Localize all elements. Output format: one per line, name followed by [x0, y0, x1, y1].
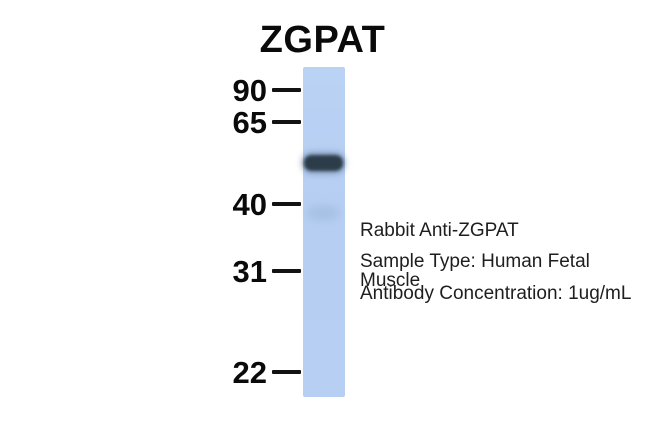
blot-lane — [303, 67, 345, 397]
mw-marker-65: 65 — [213, 106, 301, 138]
mw-marker-label: 40 — [232, 186, 267, 222]
mw-marker-tick — [272, 370, 301, 374]
annotation-antibody: Rabbit Anti-ZGPAT — [360, 220, 519, 241]
mw-marker-label: 22 — [232, 354, 267, 390]
mw-marker-90: 90 — [213, 74, 301, 106]
mw-marker-tick — [272, 269, 301, 273]
annotation-concentration: Antibody Concentration: 1ug/mL — [360, 283, 632, 304]
mw-marker-40: 40 — [213, 188, 301, 220]
mw-marker-label: 90 — [232, 72, 267, 108]
figure-title: ZGPAT — [259, 19, 386, 61]
mw-marker-tick — [272, 88, 301, 92]
protein-band-strong — [304, 155, 343, 171]
mw-marker-tick — [272, 202, 301, 206]
mw-marker-tick — [272, 120, 301, 124]
mw-marker-31: 31 — [213, 255, 301, 287]
protein-band-faint — [306, 205, 340, 221]
mw-marker-label: 31 — [232, 253, 267, 289]
mw-marker-label: 65 — [232, 104, 267, 140]
annotation-sample-type: Sample Type: Human Fetal Muscle — [360, 251, 590, 291]
mw-marker-22: 22 — [213, 356, 301, 388]
